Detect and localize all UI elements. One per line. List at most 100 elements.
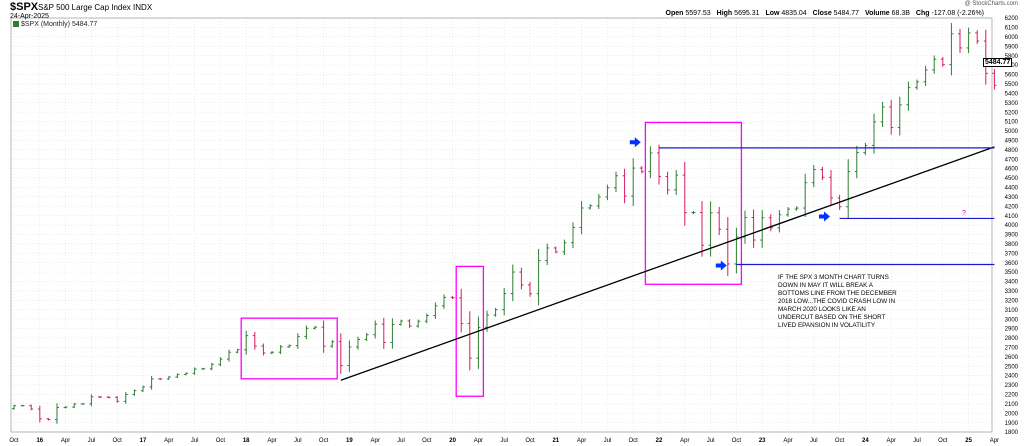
ohlc-bar xyxy=(846,159,851,220)
ohlc-bar xyxy=(691,210,696,215)
last-price-tag: 5484.77 xyxy=(983,58,1013,67)
trend-line xyxy=(340,146,995,381)
ohlc-bar xyxy=(708,201,713,257)
question-mark: ? xyxy=(962,210,966,217)
ohlc-bar xyxy=(596,193,601,209)
highlight-box xyxy=(455,265,485,397)
blue-arrow-icon xyxy=(819,211,830,222)
x-tick-label: Oct xyxy=(319,438,329,444)
ohlc-readout: Open 5597.53 High 5695.31 Low 4835.04 Cl… xyxy=(662,10,984,17)
x-tick-label: 18 xyxy=(243,438,250,444)
x-tick-label: Jul xyxy=(810,438,818,444)
ohlc-bar xyxy=(201,367,206,370)
ohlc-bar xyxy=(854,145,859,179)
x-tick-label: Apr xyxy=(577,438,586,444)
ohlc-bar xyxy=(89,394,94,407)
ohlc-bar xyxy=(811,165,816,188)
y-tick-label: 6100 xyxy=(1005,26,1019,32)
analyst-note: IF THE SPX 3 MONTH CHART TURNS DOWN IN M… xyxy=(778,274,897,329)
y-tick-label: 3400 xyxy=(1005,280,1019,286)
ohlc-bar xyxy=(605,184,610,201)
ohlc-bar xyxy=(347,340,352,372)
ohlc-bar xyxy=(467,311,472,371)
x-tick-label: Oct xyxy=(938,438,948,444)
ticker-description: S&P 500 Large Cap Index INDX xyxy=(38,3,152,12)
legend-label: $SPX (Monthly) 5484.77 xyxy=(21,21,98,28)
ohlc-bar xyxy=(768,214,773,232)
ohlc-bar xyxy=(106,396,111,399)
ohlc-bar xyxy=(725,217,730,277)
x-tick-label: 17 xyxy=(140,438,147,444)
close-value: 5484.77 xyxy=(833,10,859,17)
ohlc-bars xyxy=(12,23,997,424)
y-tick-label: 5400 xyxy=(1005,91,1019,97)
y-tick-label: 5900 xyxy=(1005,44,1019,50)
ohlc-bar xyxy=(433,302,438,319)
x-tick-label: 22 xyxy=(656,438,663,444)
ohlc-bar xyxy=(639,166,644,174)
y-tick-label: 4400 xyxy=(1005,186,1019,192)
ohlc-bar xyxy=(20,404,25,407)
y-tick-label: 3800 xyxy=(1005,242,1019,248)
ohlc-bar xyxy=(12,404,16,410)
ohlc-bar xyxy=(450,296,455,300)
ohlc-bar xyxy=(493,307,498,317)
y-tick-label: 4900 xyxy=(1005,139,1019,145)
ohlc-bar xyxy=(958,28,962,53)
y-tick-label: 3700 xyxy=(1005,251,1019,257)
y-tick-label: 2700 xyxy=(1005,346,1019,352)
high-label: High xyxy=(716,10,733,17)
ohlc-bar xyxy=(287,344,292,348)
ohlc-bar xyxy=(682,162,687,226)
x-axis-labels: Oct 16 Apr Jul Oct 17 Apr Jul Oct 18 Apr Jul Oct 19 Ap… xyxy=(9,438,999,444)
x-tick-label: 25 xyxy=(965,438,972,444)
x-tick-label: Apr xyxy=(474,438,483,444)
x-tick-label: Apr xyxy=(164,438,173,444)
ohlc-bar xyxy=(940,56,945,67)
high-value: 5695.31 xyxy=(734,10,760,17)
ohlc-bar xyxy=(983,29,988,85)
ohlc-bar xyxy=(313,326,317,330)
x-tick-label: Jul xyxy=(191,438,199,444)
y-tick-label: 3900 xyxy=(1005,233,1019,239)
ohlc-bar xyxy=(880,101,885,128)
ohlc-bar xyxy=(63,406,68,409)
chart-axes xyxy=(10,17,993,433)
x-tick-label: Oct xyxy=(629,438,639,444)
ohlc-bar xyxy=(72,403,77,409)
y-tick-label: 5800 xyxy=(1005,54,1019,60)
plot-frame xyxy=(10,17,993,433)
y-tick-label: 2300 xyxy=(1005,383,1019,389)
y-tick-label: 2800 xyxy=(1005,336,1019,342)
y-tick-label: 5200 xyxy=(1005,110,1019,116)
x-tick-label: Oct xyxy=(216,438,226,444)
exchange-code: INDX xyxy=(133,3,153,12)
y-tick-label: 2900 xyxy=(1005,327,1019,333)
ohlc-bar xyxy=(803,173,808,217)
x-tick-label: Apr xyxy=(783,438,792,444)
chg-value: -127.08 (-2.26%) xyxy=(931,10,984,17)
x-tick-label: Oct xyxy=(113,438,123,444)
ohlc-bar xyxy=(252,332,257,350)
ohlc-bar xyxy=(545,243,550,265)
x-tick-label: 20 xyxy=(449,438,456,444)
ohlc-bar xyxy=(510,264,515,302)
y-tick-label: 3200 xyxy=(1005,298,1019,304)
close-label: Close xyxy=(812,10,832,17)
x-tick-label: Apr xyxy=(680,438,689,444)
brand-watermark: @ StockCharts.com xyxy=(964,1,1018,7)
x-tick-label: Oct xyxy=(9,438,19,444)
x-tick-label: Oct xyxy=(525,438,535,444)
ohlc-bar xyxy=(184,372,188,376)
ohlc-bar xyxy=(424,313,429,324)
ohlc-bar xyxy=(37,405,42,423)
ohlc-bar xyxy=(192,367,197,375)
ohlc-bar xyxy=(992,69,997,90)
ohlc-bar xyxy=(399,319,403,326)
ohlc-bar xyxy=(46,418,51,421)
ohlc-bar xyxy=(648,146,653,179)
ohlc-bar xyxy=(932,55,937,74)
open-value: 5597.53 xyxy=(685,10,711,17)
ohlc-bar xyxy=(381,317,386,349)
